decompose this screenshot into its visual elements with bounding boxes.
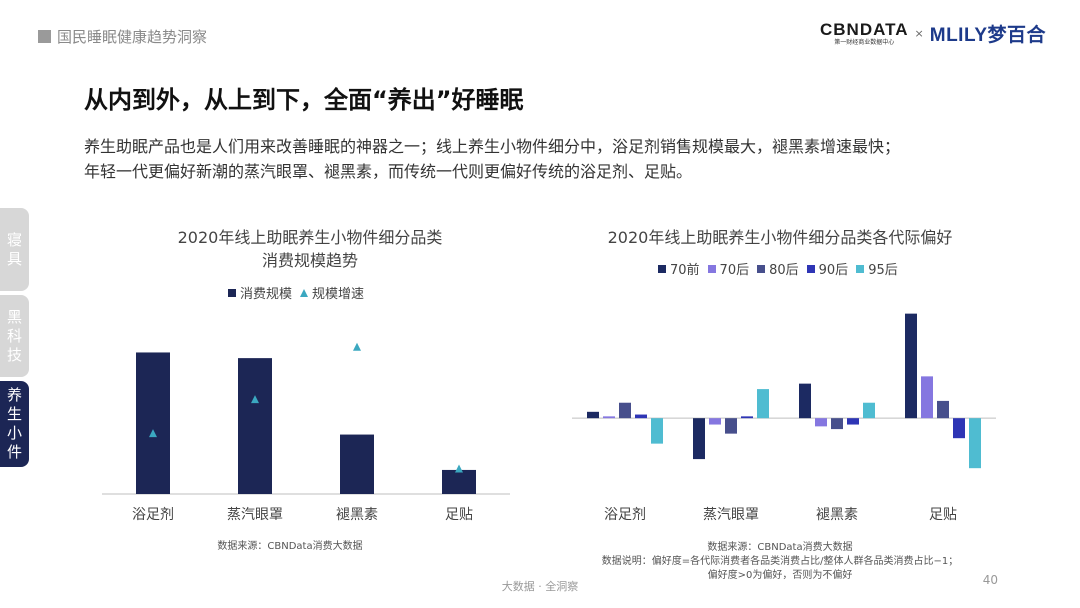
- legend-swatch: [856, 264, 865, 273]
- cbndata-logo: CBNDATA 第一财经商业数据中心: [820, 19, 909, 47]
- side-tab-label: 寝具: [6, 230, 22, 268]
- side-tab-label: 养生小件: [6, 386, 22, 461]
- chart1-bar: [136, 352, 170, 494]
- chart2-bar: [619, 402, 631, 419]
- chart1-bar: [238, 358, 272, 494]
- chart2-bar: [831, 418, 843, 430]
- legend-item: 80后: [757, 259, 799, 278]
- chart2-bar: [693, 418, 705, 460]
- chart2-x-tick-label: 蒸汽眼罩: [703, 507, 759, 523]
- section-label-text: 国民睡眠健康趋势洞察: [57, 28, 208, 46]
- chart1-growth-marker: [455, 464, 463, 473]
- chart2-bar: [587, 411, 599, 419]
- logos: CBNDATA 第一财经商业数据中心 × MLILY梦百合: [820, 20, 1046, 47]
- side-tab-bedding[interactable]: 寝具: [0, 208, 29, 291]
- chart1-x-tick-label: 足贴: [445, 507, 473, 523]
- chart1-bar: [340, 434, 374, 494]
- chart2-x-tick-label: 浴足剂: [604, 507, 646, 523]
- chart2-note-line: 偏好度>0为偏好，否则为不偏好: [707, 570, 853, 581]
- legend-label: 90后: [818, 263, 849, 278]
- chart2-bar: [635, 414, 647, 419]
- chart2-bar: [937, 400, 949, 419]
- chart1-svg: 浴足剂 蒸汽眼罩 褪黑素 足贴: [102, 342, 510, 523]
- legend-label: 消费规模: [240, 287, 293, 302]
- chart2-legend: 70前 70后 80后 90后 95后: [658, 259, 906, 278]
- chart2-bar: [847, 418, 859, 425]
- page-number: 40: [982, 573, 998, 587]
- chart2-bar: [725, 418, 737, 434]
- description-line: 年轻一代更偏好新潮的蒸汽眼罩、褪黑素，而传统一代则更偏好传统的浴足剂、足贴。: [84, 162, 693, 181]
- section-square-icon: [38, 30, 51, 43]
- legend-swatch: [228, 288, 236, 297]
- page-title: 从内到外，从上到下，全面“养出”好睡眠: [84, 86, 524, 114]
- chart2-note-line: 数据说明：偏好度=各代际消费者各品类消费占比/整体人群各品类消费占比−1；: [601, 556, 959, 567]
- chart2-bar: [757, 389, 769, 419]
- chart1-bar: [442, 469, 476, 494]
- side-tab-tech[interactable]: 黑科技: [0, 295, 29, 377]
- legend-label: 95后: [868, 263, 898, 278]
- chart2-source: 数据来源：CBNData消费大数据: [707, 542, 853, 553]
- chart2-notes: 数据来源：CBNData消费大数据 数据说明：偏好度=各代际消费者各品类消费占比…: [600, 541, 960, 583]
- legend-swatch: [707, 264, 716, 273]
- chart2-title: 2020年线上助眠养生小物件细分品类各代际偏好: [607, 228, 953, 247]
- chart2-bar: [741, 416, 753, 419]
- legend-item: 70前: [658, 259, 700, 278]
- chart2-svg: 浴足剂 蒸汽眼罩 褪黑素 足贴: [572, 313, 996, 523]
- side-tab-label: 黑科技: [6, 307, 22, 364]
- legend-swatch: [757, 264, 766, 273]
- chart2-x-tick-label: 足贴: [929, 507, 957, 523]
- legend-item: 70后: [707, 259, 750, 278]
- chart1-title-line: 2020年线上助眠养生小物件细分品类: [177, 228, 443, 247]
- logo-separator: ×: [914, 27, 924, 40]
- chart2-bar: [863, 402, 875, 419]
- legend-label: 规模增速: [312, 287, 365, 302]
- chart2-bar: [799, 383, 811, 419]
- legend-label: 70后: [719, 263, 750, 278]
- legend-item: 规模增速: [300, 283, 364, 302]
- chart2-x-tick-label: 褪黑素: [816, 507, 858, 523]
- legend-label: 80后: [769, 263, 799, 278]
- chart1-growth-marker: [353, 342, 361, 351]
- chart2-bar: [603, 416, 615, 419]
- cbndata-logo-subtext: 第一财经商业数据中心: [834, 38, 895, 46]
- chart2-bar: [921, 376, 933, 419]
- legend-item: 95后: [856, 259, 898, 278]
- chart1-source: 数据来源：CBNData消费大数据: [217, 541, 363, 552]
- chart2-bar: [953, 418, 965, 439]
- section-label: 国民睡眠健康趋势洞察: [38, 26, 207, 47]
- legend-swatch: [658, 264, 666, 273]
- chart1-x-tick-label: 浴足剂: [132, 507, 174, 523]
- legend-swatch: [806, 264, 815, 273]
- chart1-growth-marker: [251, 395, 259, 404]
- description-line: 养生助眠产品也是人们用来改善睡眠的神器之一；线上养生小物件细分中，浴足剂销售规模…: [84, 137, 901, 156]
- chart1-x-tick-label: 褪黑素: [336, 507, 378, 523]
- chart1-title: 2020年线上助眠养生小物件细分品类 消费规模趋势: [120, 226, 500, 272]
- cbndata-logo-text: CBNDATA: [820, 19, 909, 39]
- footer: 大数据 · 全洞察: [501, 580, 579, 593]
- legend-triangle-icon: [300, 288, 309, 297]
- chart1-x-tick-label: 蒸汽眼罩: [227, 507, 283, 523]
- description: 养生助眠产品也是人们用来改善睡眠的神器之一；线上养生小物件细分中，浴足剂销售规模…: [84, 134, 1034, 184]
- chart2-bar: [969, 418, 981, 469]
- chart2-bar: [651, 418, 663, 444]
- chart1-legend: 消费规模 规模增速: [228, 283, 372, 302]
- side-tabs: 寝具 黑科技 养生小件: [0, 208, 29, 471]
- chart1-title-line: 消费规模趋势: [261, 251, 358, 270]
- chart1-growth-marker: [149, 429, 157, 438]
- chart2-bar: [815, 418, 827, 427]
- side-tab-wellness[interactable]: 养生小件: [0, 381, 29, 467]
- mlily-logo: MLILY梦百合: [929, 25, 1046, 46]
- chart2-bar: [905, 313, 917, 419]
- legend-item: 90后: [806, 259, 849, 278]
- chart2-bar: [709, 418, 721, 425]
- legend-label: 70前: [670, 263, 700, 278]
- legend-item: 消费规模: [228, 283, 292, 302]
